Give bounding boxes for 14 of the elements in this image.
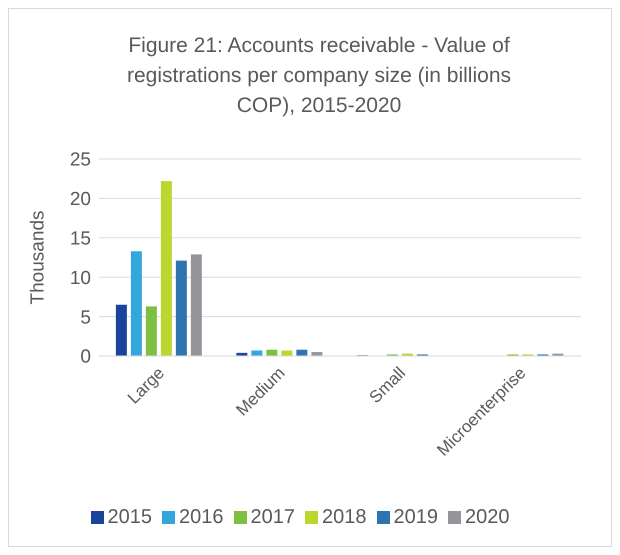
legend-label: 2020 <box>465 506 510 528</box>
y-tick-label: 15 <box>70 228 91 250</box>
y-tick-label: 5 <box>80 307 91 328</box>
legend-label: 2016 <box>179 506 224 528</box>
y-tick-label: 25 <box>70 150 91 171</box>
chart-title: Figure 21: Accounts receivable - Value of registrations per company size (in billions COP), 2015-2020 <box>126 33 512 119</box>
legend-label: 2019 <box>394 506 438 528</box>
legend-label: 2017 <box>250 506 295 528</box>
y-tick-label: 10 <box>70 268 91 289</box>
y-tick-label: 0 <box>80 346 91 368</box>
legend-label: 2018 <box>322 506 366 528</box>
y-axis-title: Thousands <box>28 210 49 305</box>
y-tick-label: 20 <box>70 189 91 210</box>
legend-label: 2015 <box>108 506 152 528</box>
